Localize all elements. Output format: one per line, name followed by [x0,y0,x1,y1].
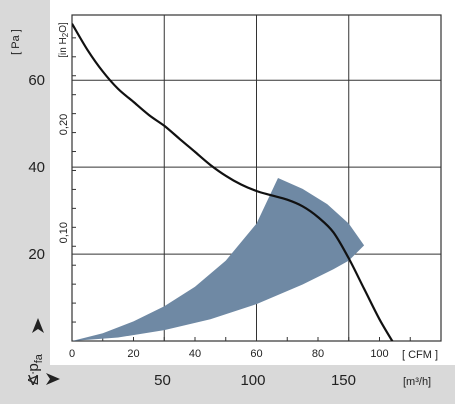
bottom-band [0,365,455,404]
y-secondary-unit-text: [in H [58,37,69,58]
x-secondary-symbol: V̇ [28,372,38,389]
m3h-tick-label: 150 [331,372,356,389]
cfm-tick-label: 20 [127,348,139,360]
y-primary-symbol: Δ pfa [25,318,45,385]
inh2o-tick-label: 0,10 [58,222,70,243]
y-secondary-unit-end: O] [58,22,69,33]
m3h-tick-label: 50 [154,372,171,389]
operating-range-area [72,178,365,341]
m3h-tick-label: 100 [240,372,265,389]
cfm-tick-label: 100 [370,348,388,360]
pa-tick-label: 20 [28,246,45,263]
y-secondary-unit: [in H2O] [58,22,70,58]
y-arrow-icon [32,318,44,333]
tick-labels: 20 40 60 0,10 0,20 0 20 40 60 80 100 50 100 150 [28,72,388,389]
x-primary-unit: [ CFM ] [402,349,438,361]
x-secondary-unit: [m³/h] [403,376,431,388]
cfm-tick-label: 80 [312,348,324,360]
inh2o-tick-marks [72,37,411,341]
pa-tick-label: 40 [28,159,45,176]
curve-layer [72,23,394,341]
cfm-tick-label: 0 [69,348,75,360]
pa-tick-label: 60 [28,72,45,89]
left-band [0,0,50,404]
operating-range-layer [72,178,365,341]
y-secondary-unit-sub: 2 [61,32,70,37]
cfm-tick-label: 40 [189,348,201,360]
x-arrow-icon [46,373,60,385]
y-primary-symbol-main: Δ p [25,363,42,385]
y-primary-unit: [ Pa ] [10,29,22,55]
y-primary-symbol-sub: fa [33,353,45,363]
cfm-tick-label: 60 [250,348,262,360]
y-primary-symbol-text: Δ pfa [25,353,45,385]
fan-curve-line [72,23,394,341]
inh2o-tick-label: 0,20 [58,114,70,135]
